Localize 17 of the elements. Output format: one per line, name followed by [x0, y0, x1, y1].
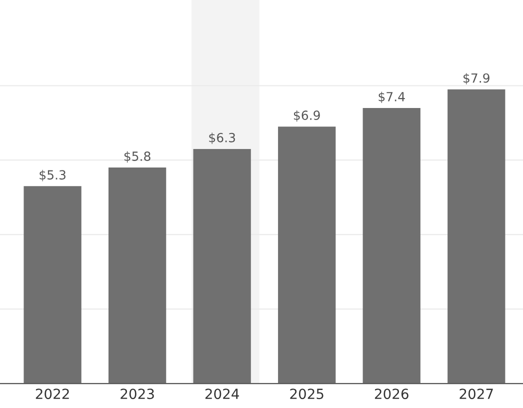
x-tick-label: 2024 [205, 388, 239, 400]
bar [108, 168, 166, 384]
data-label: $5.3 [40, 170, 66, 182]
x-tick-label: 2025 [290, 388, 324, 400]
x-tick-label: 2022 [36, 388, 69, 400]
bar [448, 89, 506, 384]
x-tick-label: 2026 [374, 388, 408, 400]
bar [24, 186, 82, 384]
data-label: $6.9 [294, 110, 320, 122]
data-label: $7.9 [464, 73, 490, 84]
x-tick-label: 2027 [460, 388, 493, 400]
bar [362, 108, 420, 384]
bar [278, 126, 336, 384]
data-label: $5.8 [124, 151, 150, 163]
data-label: $7.4 [378, 92, 405, 104]
data-label: $6.3 [209, 132, 235, 144]
x-tick-label: 2023 [120, 388, 154, 400]
